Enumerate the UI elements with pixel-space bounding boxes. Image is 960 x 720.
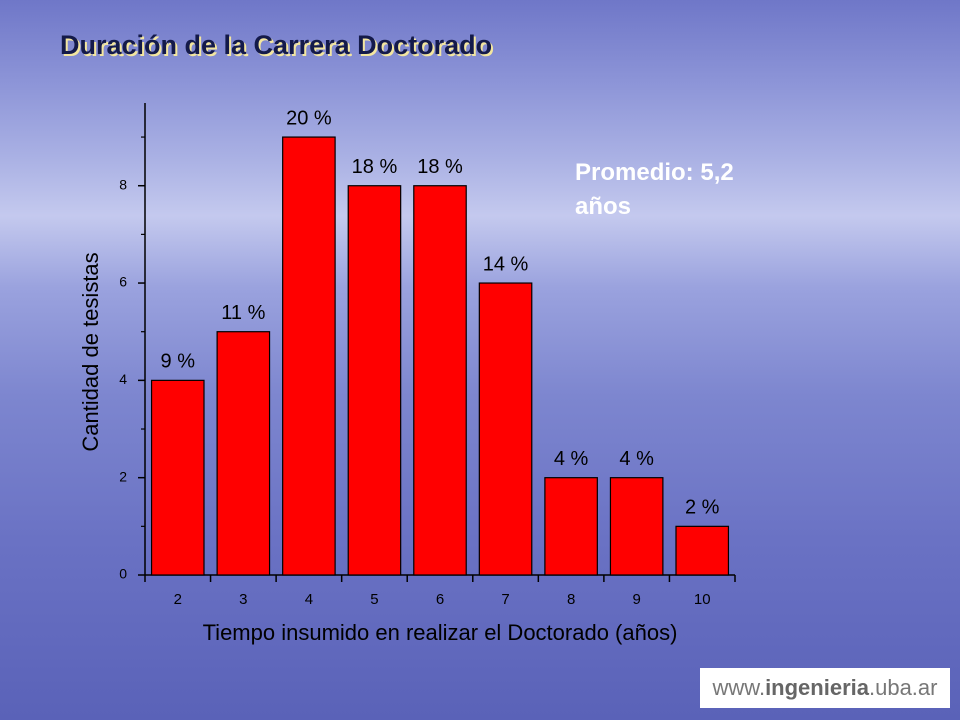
footer: www.ingenieria.uba.ar <box>700 668 950 708</box>
chart-title: Duración de la Carrera Doctorado <box>60 30 492 60</box>
bar <box>216 331 271 576</box>
y-tick-label: 2 <box>119 468 127 484</box>
bar <box>413 185 467 576</box>
x-tick-label: 9 <box>632 591 640 608</box>
x-tick-label: 7 <box>501 591 509 608</box>
y-tick-label: 4 <box>119 371 127 387</box>
bar <box>478 282 533 576</box>
x-tick-label: 3 <box>239 591 247 608</box>
footer-text: www. <box>712 675 766 700</box>
annotation: Promedio: 5,2 años <box>575 159 734 220</box>
bar-label: 18 % <box>417 156 463 178</box>
bar-label: 18 % <box>352 156 398 178</box>
x-tick-label: 10 <box>694 591 711 608</box>
bar-label: 20 % <box>286 107 332 129</box>
footer-text: .uba.ar <box>868 675 938 700</box>
y-tick-label: 8 <box>119 176 127 192</box>
y-tick-label: 0 <box>119 566 127 582</box>
bar <box>609 477 664 576</box>
bar <box>675 525 730 576</box>
y-tick-label: 6 <box>119 274 127 290</box>
bar-label: 11 % <box>221 302 265 324</box>
bar <box>282 136 336 576</box>
x-tick-label: 5 <box>370 591 378 608</box>
bar-label: 4 % <box>619 448 654 470</box>
bar-label: 2 % <box>685 497 720 519</box>
bar <box>347 185 402 576</box>
bar-label: 14 % <box>483 253 529 275</box>
bar-label: 9 % <box>161 351 196 373</box>
bar-label: 4 % <box>554 448 589 470</box>
x-tick-label: 2 <box>174 591 182 608</box>
x-tick-label: 4 <box>305 591 313 608</box>
bar <box>150 379 205 576</box>
x-tick-label: 8 <box>567 591 575 608</box>
footer-text: ingenieria <box>765 675 869 700</box>
bar <box>544 477 598 576</box>
y-axis-label: Cantidad de tesistas <box>78 252 103 451</box>
chart-title-shadow: Duración de la Carrera Doctorado <box>62 32 494 62</box>
x-tick-label: 6 <box>436 591 444 608</box>
x-axis-label: Tiempo insumido en realizar el Doctorado… <box>203 620 678 645</box>
